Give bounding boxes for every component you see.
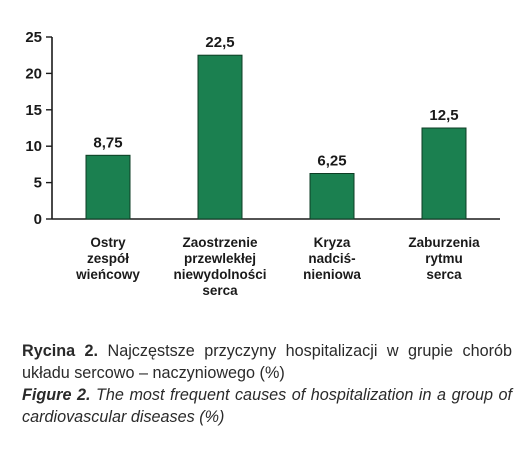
category-label-line: Zaburzenia [408,235,480,250]
category-label: Zaburzenia rytmu serca [408,235,480,282]
y-tick-label: 5 [34,175,42,192]
data-label: 8,75 [93,134,122,151]
y-tick-label: 10 [25,138,42,155]
category-label-line: Ostry [90,235,126,250]
category-label-line: rytmu [425,251,463,266]
data-label: 12,5 [429,107,458,124]
category-label-line: nadciś- [308,251,355,266]
bar [421,127,467,220]
y-tick-label: 15 [25,102,42,119]
caption-polish-lead: Rycina 2. [22,342,99,360]
category-label-line: nieniowa [303,267,361,282]
caption-english-lead: Figure 2. [22,386,91,404]
y-tick-label: 25 [25,29,42,46]
category-label: Ostry zespół wieńcowy [75,235,140,282]
bar [85,154,131,220]
caption-polish: Rycina 2. Najczęstsze przyczyny hospital… [22,340,512,384]
category-label: Zaostrzenie przewlekłej niewydolności serca [173,235,266,298]
category-label-line: zespół [87,251,129,266]
category-label-line: Zaostrzenie [182,235,258,250]
category-label-line: przewlekłej [184,251,256,266]
category-label: Kryza nadciś-nieniowa [303,235,361,282]
caption-polish-text: Najczęstsze przyczyny hospitalizacji w g… [22,342,512,382]
y-tick-label: 0 [34,211,42,228]
category-label-line: Kryza [314,235,351,250]
bar [197,54,243,220]
category-label-line: serca [426,267,462,282]
y-tick-label: 20 [25,65,42,82]
data-label: 22,5 [205,34,234,51]
caption-english-text: The most frequent causes of hospitalizat… [22,386,512,426]
category-label-line: wieńcowy [75,267,140,282]
bar [309,173,355,220]
category-label-line: niewydolności [173,267,266,282]
bar-chart: 0 5 10 15 20 25 8,75 Ostry zespół wieńcowy 22,5 Zao… [25,29,500,298]
data-label: 6,25 [317,153,346,170]
category-label-line: serca [202,283,238,298]
caption-english: Figure 2. The most frequent causes of ho… [22,384,512,428]
